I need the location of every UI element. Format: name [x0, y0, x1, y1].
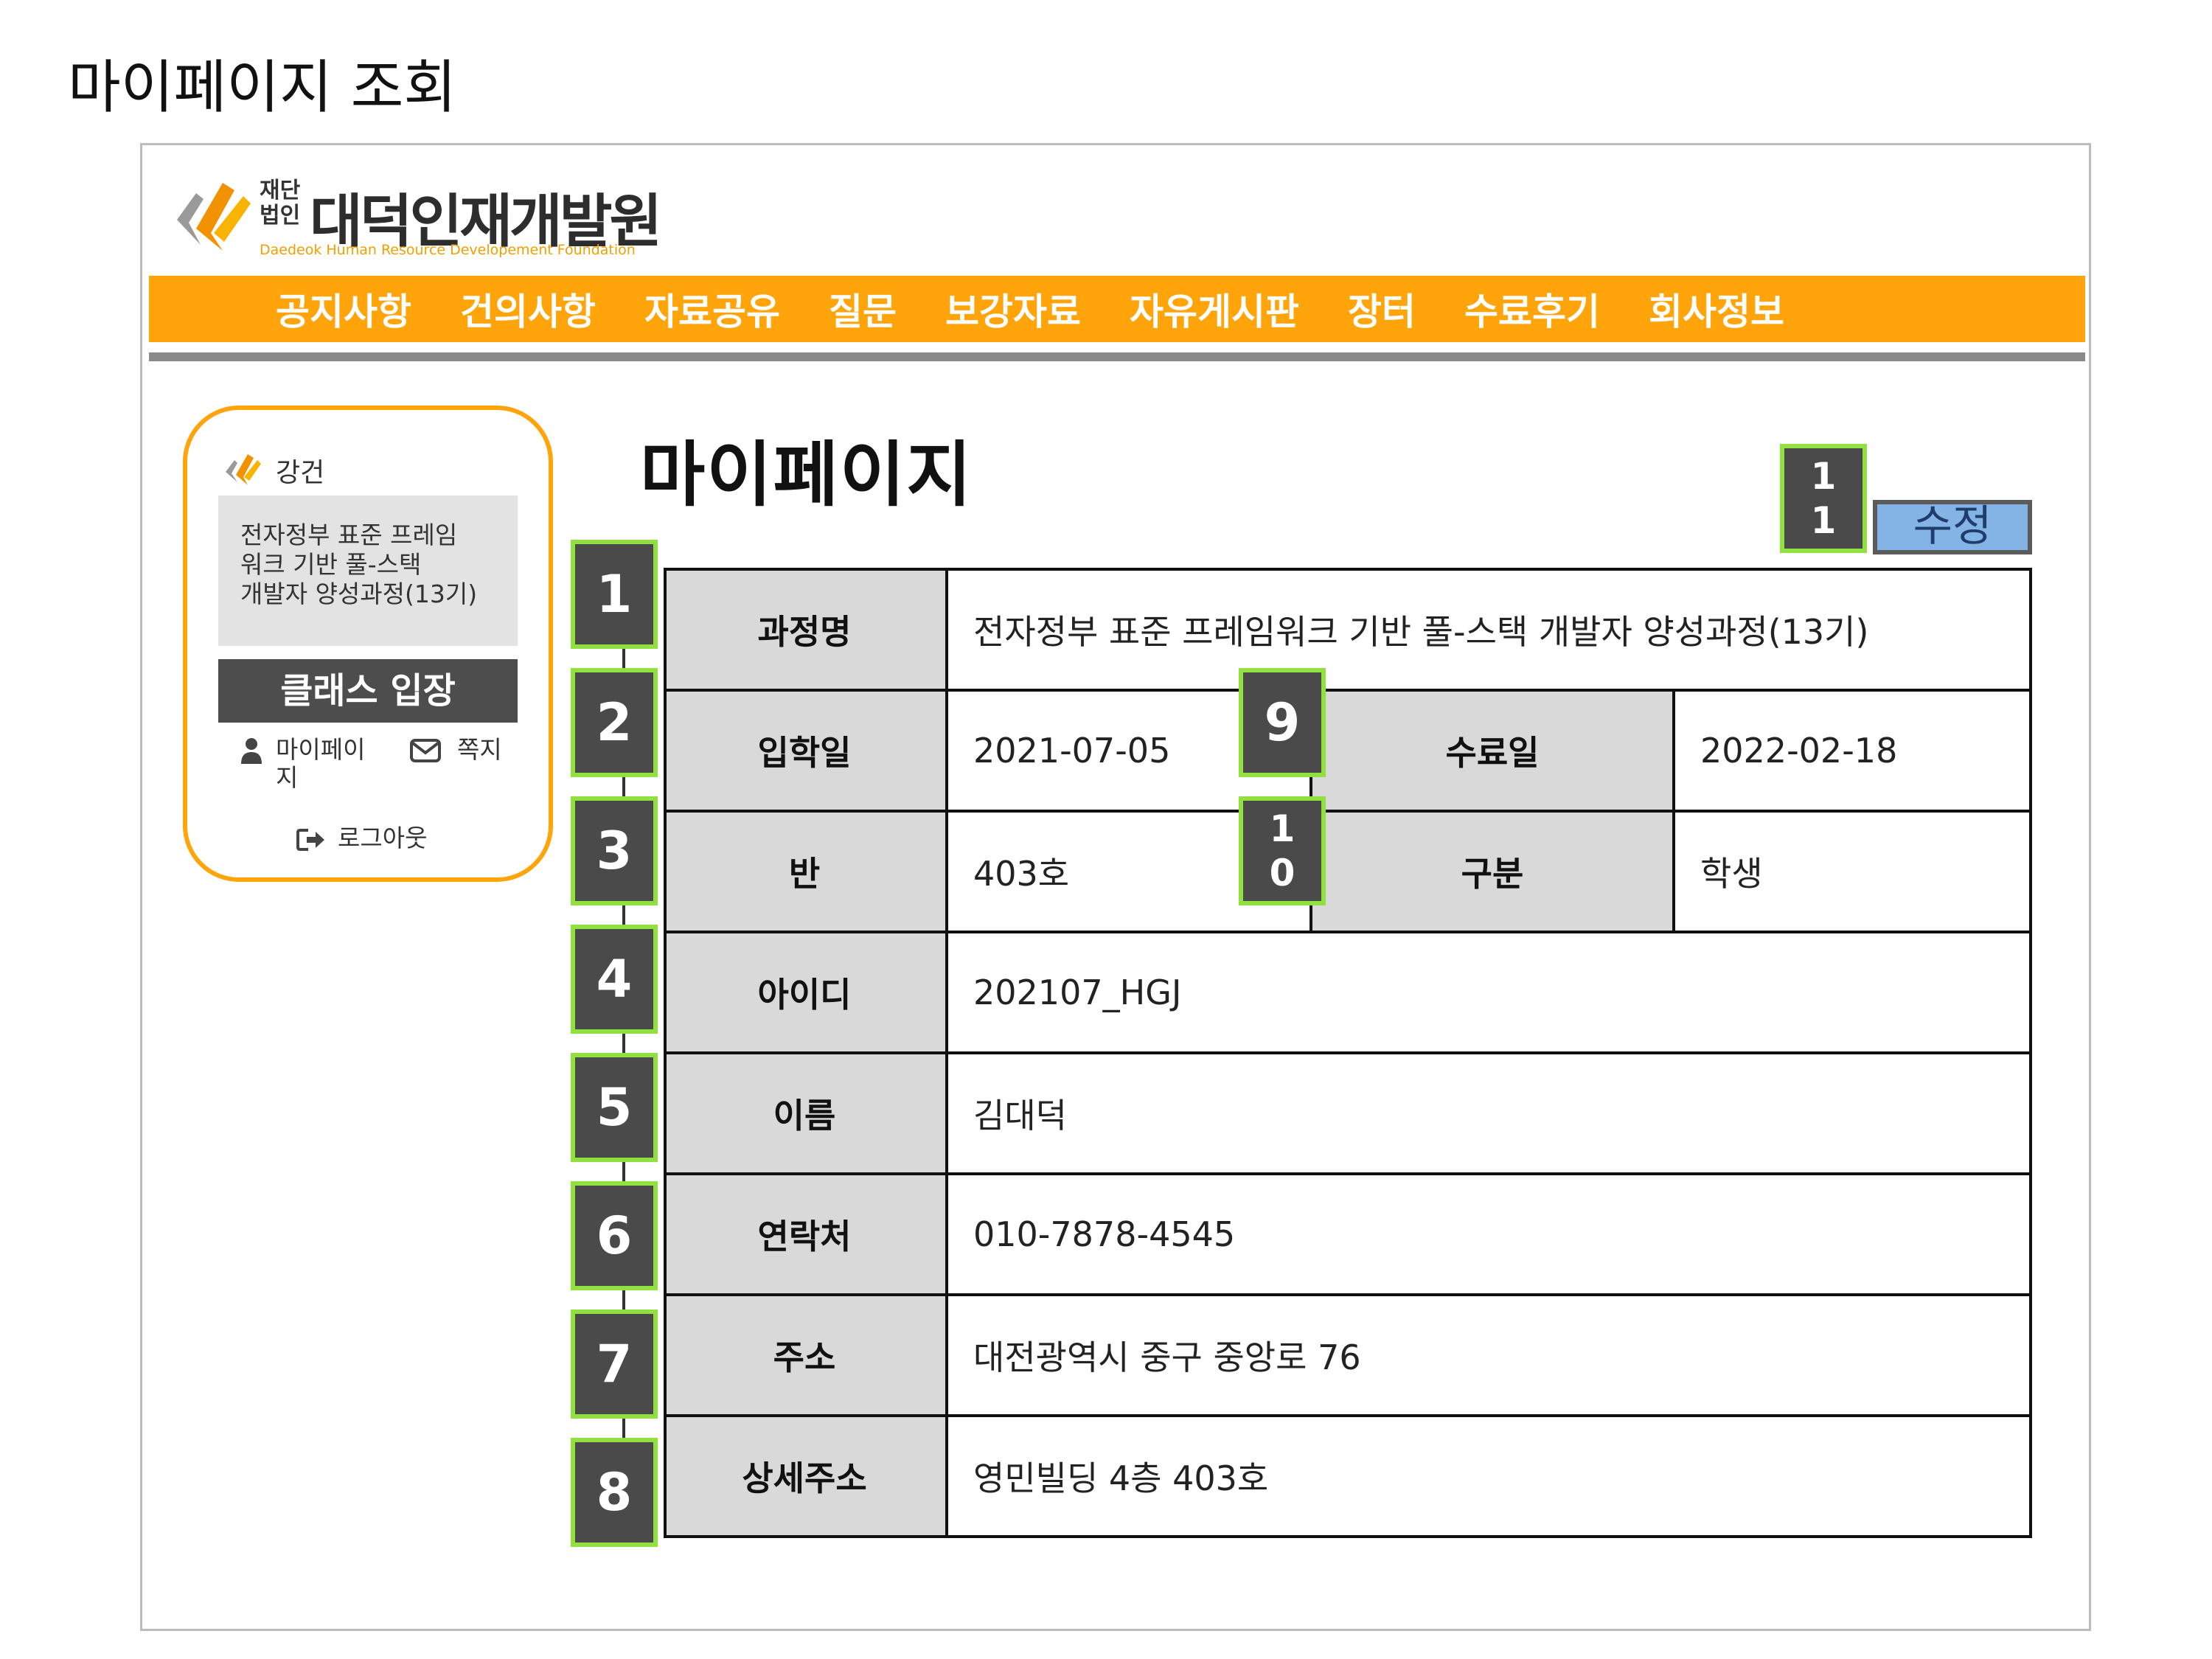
id-label: 아이디 [664, 933, 945, 1051]
course-summary: 전자정부 표준 프레임 워크 기반 풀-스택 개발자 양성과정(13기) [218, 495, 518, 646]
logout-link[interactable]: 로그아웃 [338, 824, 428, 852]
row-dates: 입학일 2021-07-05 수료일 2022-02-18 [664, 689, 2032, 810]
row-class: 반 403호 구분 학생 [664, 810, 2032, 931]
user-icon [241, 738, 262, 764]
mypage-link[interactable]: 마이페이 지 [276, 735, 366, 792]
course-value: 전자정부 표준 프레임워크 기반 풀-스택 개발자 양성과정(13기) [948, 571, 2032, 689]
marker-10: 1 0 [1239, 796, 1326, 905]
main-nav: 공지사항 건의사항 자료공유 질문 보강자료 자유게시판 장터 수료후기 회사정… [149, 276, 2085, 342]
nav-item-suggestion[interactable]: 건의사항 [460, 291, 596, 333]
message-link[interactable]: 쪽지 [457, 735, 502, 764]
address-detail-value: 영민빌딩 4층 403호 [948, 1417, 2032, 1535]
nav-item-resources[interactable]: 자료공유 [644, 291, 780, 333]
edit-button[interactable]: 수정 [1873, 500, 2032, 554]
marker-5: 5 [571, 1053, 658, 1162]
name-label: 이름 [664, 1054, 945, 1172]
envelope-icon [410, 739, 441, 762]
row-phone: 연락처 010-7878-4545 [664, 1172, 2032, 1293]
slide-title: 마이페이지 조회 [68, 55, 457, 121]
marker-7: 7 [571, 1310, 658, 1419]
nav-item-company[interactable]: 회사정보 [1649, 291, 1784, 333]
nav-item-notice[interactable]: 공지사항 [276, 291, 411, 333]
logo-flame-icon [177, 183, 251, 251]
course-label: 과정명 [664, 571, 945, 689]
address-label: 주소 [664, 1296, 945, 1414]
completion-date-value: 2022-02-18 [1675, 692, 2032, 810]
completion-date-label: 수료일 [1312, 692, 1672, 810]
entry-date-label: 입학일 [664, 692, 945, 810]
marker-connector [622, 590, 625, 1504]
name-value: 김대덕 [948, 1054, 2032, 1172]
row-course: 과정명 전자정부 표준 프레임워크 기반 풀-스택 개발자 양성과정(13기) [664, 568, 2032, 689]
marker-6: 6 [571, 1181, 658, 1290]
logout-icon [296, 829, 324, 851]
phone-label: 연락처 [664, 1175, 945, 1293]
row-name: 이름 김대덕 [664, 1051, 2032, 1172]
logo-english: Daedeok Human Resource Developement Foun… [260, 242, 636, 258]
marker-2: 2 [571, 668, 658, 777]
marker-11: 1 1 [1780, 444, 1867, 553]
nav-item-questions[interactable]: 질문 [829, 291, 897, 333]
address-value: 대전광역시 중구 중앙로 76 [948, 1296, 2032, 1414]
row-address: 주소 대전광역시 중구 중앙로 76 [664, 1293, 2032, 1414]
class-enter-button[interactable]: 클래스 입장 [218, 659, 518, 723]
class-label: 반 [664, 813, 945, 931]
page-title: 마이페이지 [640, 434, 973, 516]
phone-value: 010-7878-4545 [948, 1175, 2032, 1293]
address-detail-label: 상세주소 [664, 1417, 945, 1535]
type-value: 학생 [1675, 813, 2032, 931]
marker-4: 4 [571, 925, 658, 1034]
role-logo-icon [226, 454, 261, 485]
id-value: 202107_HGJ [948, 933, 2032, 1051]
nav-item-market[interactable]: 장터 [1348, 291, 1416, 333]
row-id: 아이디 202107_HGJ [664, 931, 2032, 1051]
marker-3: 3 [571, 796, 658, 905]
row-address-detail: 상세주소 영민빌딩 4층 403호 [664, 1414, 2032, 1538]
nav-item-supplement[interactable]: 보강자료 [945, 291, 1081, 333]
role-label: 강건 [276, 458, 325, 488]
marker-8: 8 [571, 1438, 658, 1547]
marker-1: 1 [571, 540, 658, 649]
logo-small-text: 재단 법인 [260, 178, 301, 229]
nav-item-free-board[interactable]: 자유게시판 [1130, 291, 1299, 333]
type-label: 구분 [1312, 813, 1672, 931]
logo-title: 대덕인재개발원 [310, 189, 662, 255]
marker-9: 9 [1239, 668, 1326, 777]
nav-item-reviews[interactable]: 수료후기 [1464, 291, 1600, 333]
nav-divider [149, 352, 2085, 361]
